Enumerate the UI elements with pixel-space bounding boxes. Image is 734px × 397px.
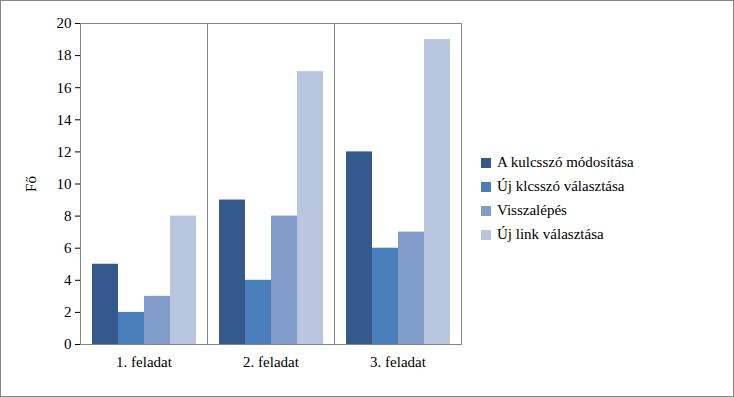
svg-text:18: 18: [57, 47, 72, 63]
svg-text:1. feladat: 1. feladat: [116, 354, 173, 370]
svg-text:20: 20: [57, 15, 72, 31]
svg-text:14: 14: [57, 112, 73, 128]
svg-text:8: 8: [64, 208, 72, 224]
svg-text:0: 0: [64, 336, 72, 352]
html-text:A kulcsszó módosítása: A kulcsszó módosítása: [497, 154, 634, 170]
svg-text:4: 4: [64, 272, 72, 288]
svg-text:2: 2: [64, 304, 72, 320]
html-text:Új link választása: Új link választása: [497, 226, 604, 242]
svg-text:3. feladat: 3. feladat: [370, 354, 427, 370]
svg-text:6: 6: [64, 240, 72, 256]
svg-text:2. feladat: 2. feladat: [243, 354, 300, 370]
svg-text:10: 10: [57, 176, 72, 192]
svg-text:Fő: Fő: [23, 176, 39, 192]
svg-text:12: 12: [57, 144, 72, 160]
html-text:Új klcsszó választása: Új klcsszó választása: [497, 178, 625, 194]
html-text:Visszalépés: Visszalépés: [497, 202, 567, 218]
svg-text:16: 16: [57, 80, 73, 96]
